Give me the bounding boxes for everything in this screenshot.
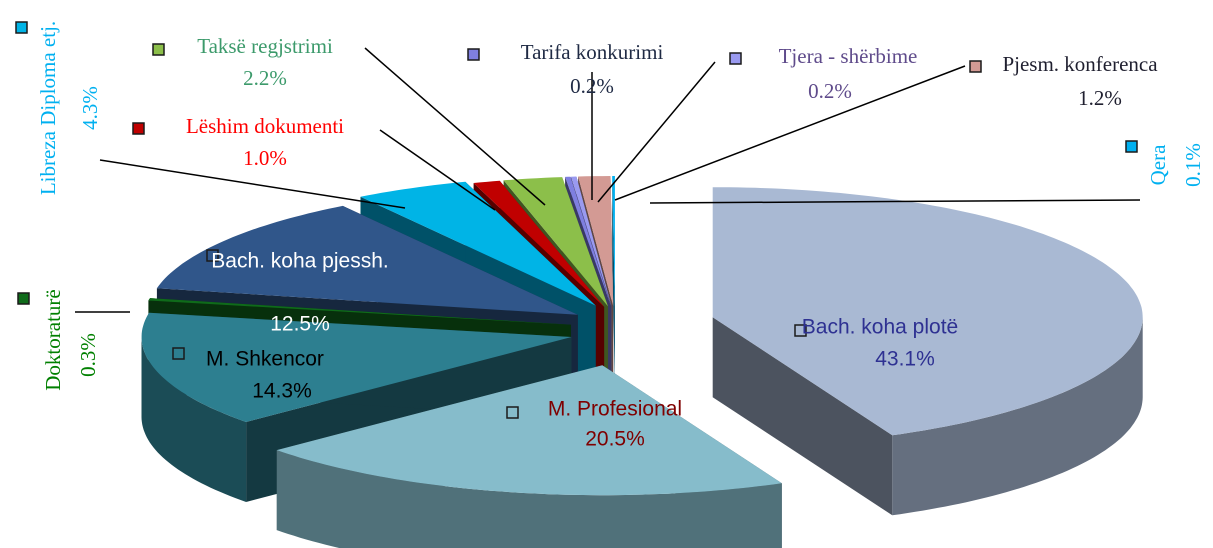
slice bbox=[141, 312, 572, 422]
slice bbox=[565, 176, 611, 307]
slice-label: Qera bbox=[1146, 144, 1170, 185]
legend-key bbox=[206, 249, 219, 262]
slice-side bbox=[892, 317, 1143, 516]
labels: Bach. koha plotë 43.1% M. Profesional 20.5%… bbox=[15, 21, 1205, 451]
slice-side bbox=[276, 450, 782, 548]
value-label: 0.2% bbox=[808, 79, 852, 103]
pie bbox=[141, 176, 1143, 548]
legend-key bbox=[17, 292, 30, 305]
slice-label: Taksë regjstrimi bbox=[197, 34, 333, 58]
legend-key bbox=[506, 406, 519, 419]
value-label: 0.2% bbox=[570, 74, 614, 98]
legend-key bbox=[794, 324, 807, 337]
leader-line bbox=[597, 61, 716, 203]
slice bbox=[612, 176, 615, 306]
slice-label: M. Profesional bbox=[548, 398, 682, 421]
slice-label: Bach. koha plotë bbox=[802, 316, 958, 339]
value-label: 0.3% bbox=[76, 333, 100, 377]
leader-line bbox=[99, 159, 406, 209]
leader-line bbox=[364, 47, 546, 206]
slice-label: Lëshim dokumenti bbox=[186, 114, 344, 138]
leader-line bbox=[649, 199, 1141, 204]
legend-key bbox=[15, 21, 28, 34]
legend-key bbox=[1125, 140, 1138, 153]
slice-label: M. Shkencor bbox=[206, 348, 324, 371]
slice bbox=[156, 205, 578, 315]
value-label: 1.0% bbox=[243, 146, 287, 170]
legend-key bbox=[467, 48, 480, 61]
legend-key bbox=[729, 52, 742, 65]
value-label: 0.1% bbox=[1181, 143, 1205, 187]
value-label: 20.5% bbox=[585, 428, 645, 451]
legend-key bbox=[172, 347, 185, 360]
slice bbox=[148, 298, 571, 325]
slice-wall bbox=[612, 176, 615, 386]
value-label: 14.3% bbox=[252, 380, 312, 403]
slice-wall bbox=[712, 317, 893, 516]
slice-label: Tjera - shërbime bbox=[779, 44, 918, 68]
slice bbox=[712, 187, 1143, 436]
slice-label: Bach. koha pjessh. bbox=[211, 250, 388, 273]
slice-label: Pjesm. konferenca bbox=[1002, 52, 1158, 76]
slice bbox=[360, 181, 596, 306]
legend-key bbox=[132, 122, 145, 135]
value-label: 1.2% bbox=[1078, 86, 1122, 110]
slice-label: Doktoraturë bbox=[41, 289, 65, 390]
slice bbox=[276, 365, 782, 496]
slice bbox=[503, 177, 608, 307]
slice-label: Libreza Diploma etj. bbox=[36, 21, 60, 195]
slice bbox=[473, 180, 605, 307]
slice bbox=[578, 176, 614, 306]
leader-line bbox=[379, 129, 496, 211]
value-label: 4.3% bbox=[78, 86, 102, 130]
legend-key bbox=[969, 60, 982, 73]
value-label: 2.2% bbox=[243, 66, 287, 90]
leader-line bbox=[614, 65, 966, 201]
value-label: 43.1% bbox=[875, 348, 935, 371]
slice-side bbox=[141, 337, 247, 502]
legend-key bbox=[152, 43, 165, 56]
slice bbox=[571, 176, 612, 307]
slice-label: Tarifa konkurimi bbox=[521, 40, 664, 64]
value-label: 12.5% bbox=[270, 313, 330, 336]
